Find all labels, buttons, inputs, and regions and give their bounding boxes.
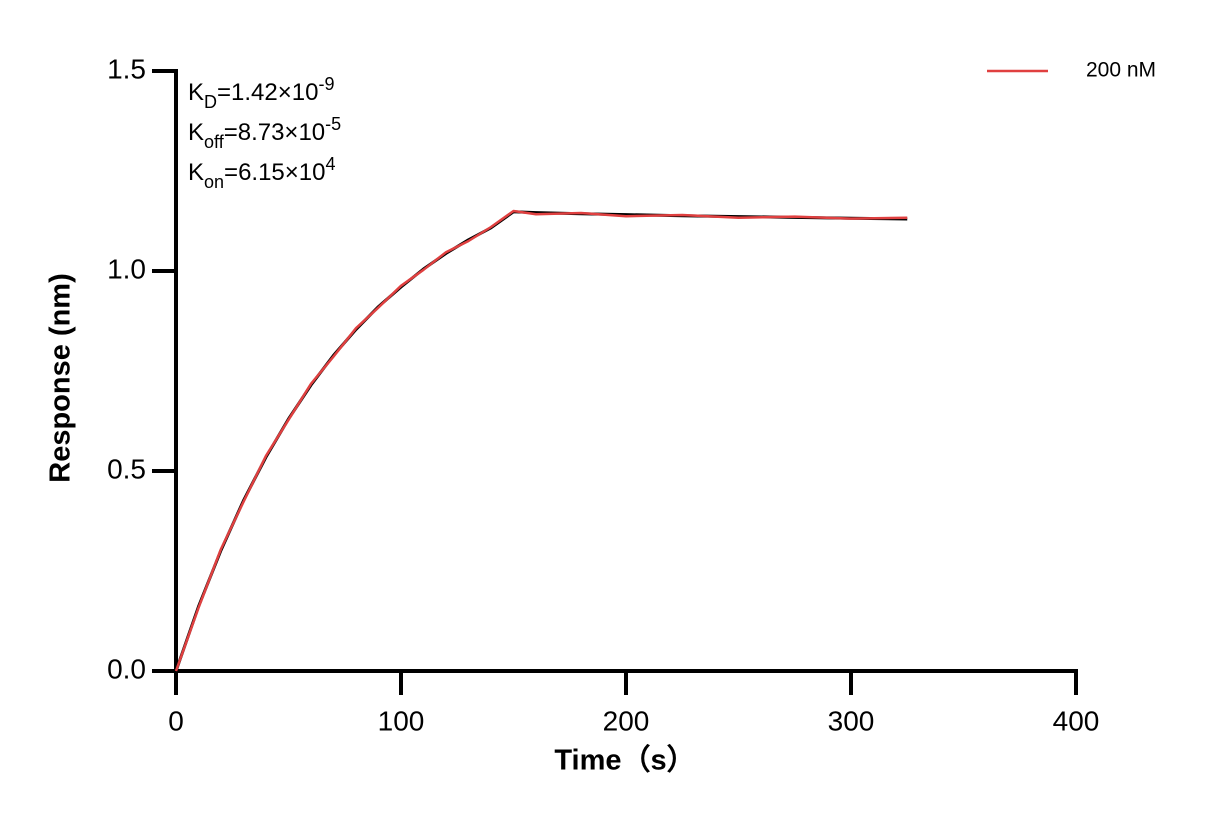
x-tick-label: 400 xyxy=(1053,705,1100,736)
annotation: KD=1.42×10-9 xyxy=(188,74,334,112)
annotation-sup: -9 xyxy=(318,74,334,94)
y-tick-label: 1.0 xyxy=(107,253,146,284)
annotation-base: K xyxy=(188,119,204,146)
annotation-text: =6.15×10 xyxy=(224,159,325,186)
annotation: Koff=8.73×10-5 xyxy=(188,114,341,152)
x-tick-label: 300 xyxy=(828,705,875,736)
series-line xyxy=(174,209,908,672)
legend-label: 200 nM xyxy=(1086,59,1156,82)
annotation: Kon=6.15×104 xyxy=(188,154,336,192)
annotation-sub: on xyxy=(204,172,224,192)
x-tick-label: 100 xyxy=(378,705,425,736)
y-axis-title: Response (nm) xyxy=(45,273,77,482)
y-tick-label: 0.0 xyxy=(107,653,146,684)
y-tick-label: 1.5 xyxy=(107,53,146,84)
annotation-sub: off xyxy=(204,132,225,152)
x-tick-label: 200 xyxy=(603,705,650,736)
annotation-sup: -5 xyxy=(325,114,341,134)
annotation-base: K xyxy=(188,159,204,186)
x-axis-title: Time（s） xyxy=(554,744,695,777)
annotation-sup: 4 xyxy=(325,154,335,174)
annotation-text: =8.73×10 xyxy=(224,119,325,146)
annotation-text: =1.42×10 xyxy=(217,79,318,106)
y-tick-label: 0.5 xyxy=(107,453,146,484)
annotation-sub: D xyxy=(204,92,217,112)
annotation-base: K xyxy=(188,79,204,106)
series-line xyxy=(174,210,908,672)
x-tick-label: 0 xyxy=(168,705,184,736)
